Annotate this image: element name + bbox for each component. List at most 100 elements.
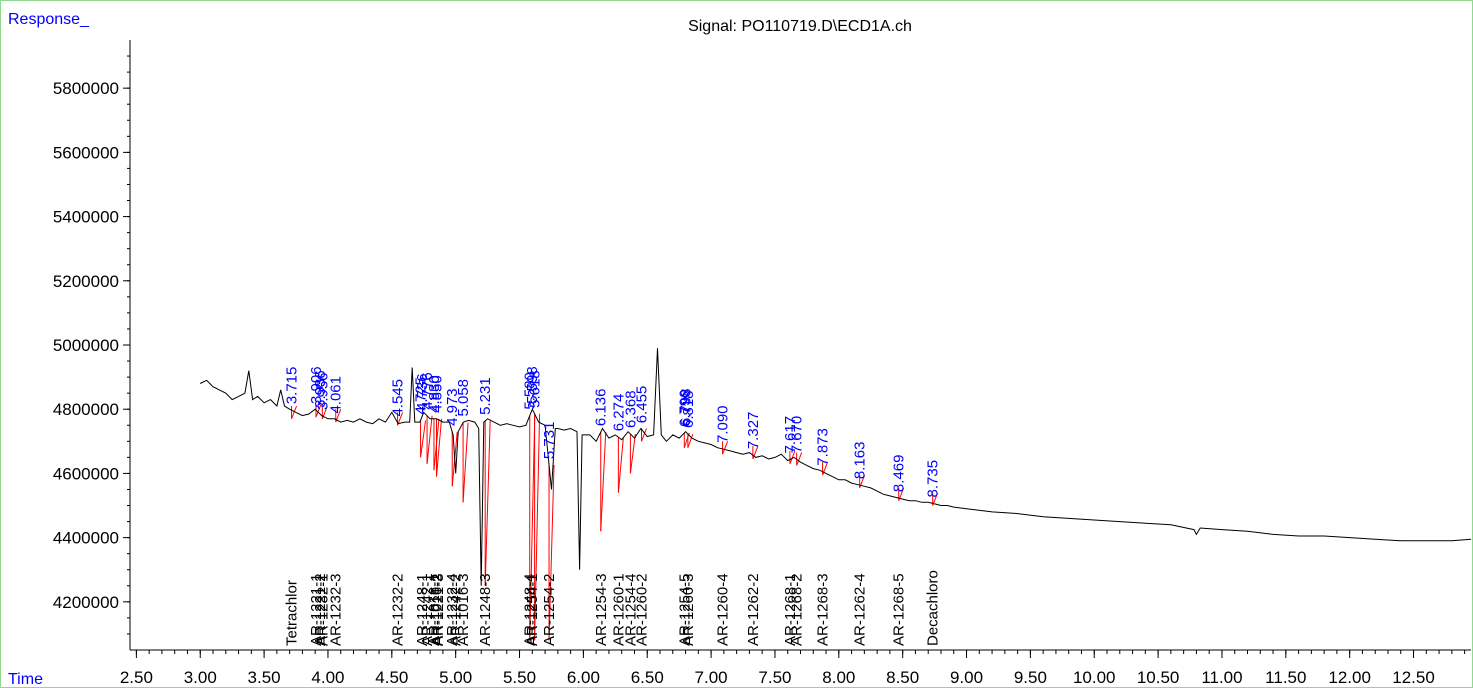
integration-baseline	[291, 405, 298, 420]
retention-time-label: 6.455	[633, 386, 650, 424]
retention-time-label: 4.545	[390, 379, 407, 417]
x-tick-label: 12.50	[1392, 668, 1435, 687]
y-tick-label: 4800000	[53, 400, 119, 419]
retention-time-label: 8.163	[852, 442, 869, 480]
x-tick-label: 6.00	[567, 668, 600, 687]
x-tick-label: 9.00	[950, 668, 983, 687]
x-tick-label: 4.50	[375, 668, 408, 687]
x-tick-label: 7.00	[695, 668, 728, 687]
compound-label: Tetrachlor	[284, 580, 301, 646]
retention-time-label: 6.798	[677, 388, 694, 426]
x-tick-label: 7.50	[758, 668, 791, 687]
integration-baseline	[426, 415, 433, 464]
compound-label: AR-1248-1	[414, 573, 431, 646]
retention-time-label: 5.231	[477, 377, 494, 415]
compound-label: AR-1262-2	[745, 573, 762, 646]
retention-time-label: 7.090	[715, 405, 732, 443]
retention-time-label: 8.735	[925, 460, 942, 498]
retention-time-label: 6.790	[676, 389, 693, 427]
retention-time-label: 7.327	[745, 412, 762, 450]
retention-time-label: 4.850	[429, 375, 446, 413]
integration-baseline	[722, 441, 729, 455]
integration-baseline	[617, 437, 624, 493]
compound-label: AR-1016-1	[426, 573, 443, 646]
x-tick-label: 3.00	[184, 668, 217, 687]
compound-labels: Tetrachlor AR-1221-1AR-1221-2AR-1232-1AR-…	[284, 570, 942, 646]
compound-label: AR-1221-2	[312, 573, 329, 646]
signal-trace	[199, 348, 1472, 586]
retention-time-label: 3.936	[312, 370, 329, 408]
compound-label: AR-1268-3	[815, 573, 832, 646]
compound-label: AR-1254-1	[524, 573, 541, 646]
x-tick-label: 11.00	[1201, 668, 1242, 687]
retention-time-label: 7.873	[815, 428, 832, 466]
compound-label: AR-1254-2	[541, 573, 558, 646]
integration-baseline	[436, 418, 443, 477]
retention-time-label: 3.956	[314, 372, 331, 410]
compound-label: Decachloro	[925, 570, 942, 646]
retention-time-label: 6.136	[593, 389, 610, 427]
x-tick-label: 5.00	[439, 668, 472, 687]
compound-label: AR-1232-2	[390, 573, 407, 646]
retention-time-label: 7.617	[782, 416, 799, 454]
retention-time-label: 4.830	[426, 375, 443, 413]
x-axis-label: Time	[8, 671, 43, 688]
integration-baseline	[548, 465, 555, 641]
y-tick-label: 4400000	[53, 529, 119, 548]
compound-label: AR-1016-3	[455, 573, 472, 646]
compound-label: AR-1248-3	[477, 573, 494, 646]
retention-time-label: 5.058	[455, 379, 472, 417]
integration-baseline	[683, 432, 690, 448]
retention-time-label: 5.598	[524, 366, 541, 404]
y-ticks: 4200000 4400000 4600000 4800000 5000000 52000…	[53, 55, 130, 635]
x-tick-label: 6.50	[631, 668, 664, 687]
x-tick-label: 10.00	[1073, 668, 1116, 687]
integration-baseline	[420, 420, 427, 458]
compound-label: AR-1232-3	[328, 573, 345, 646]
integration-baseline	[687, 433, 694, 448]
retention-time-label: 4.973	[444, 388, 461, 426]
retention-time-label: 5.618	[527, 370, 544, 408]
retention-time-label: 3.906	[308, 366, 325, 404]
compound-label: AR-1268-2	[789, 573, 806, 646]
x-tick-label: 3.50	[248, 668, 281, 687]
compound-label: AR-1260-3	[680, 573, 697, 646]
integration-baseline	[822, 462, 829, 476]
integration-baseline	[641, 428, 647, 442]
compound-label: AR-1254-5	[676, 573, 693, 646]
compound-label: AR-1232-1	[314, 573, 331, 646]
retention-time-label: 7.670	[789, 416, 806, 454]
retention-time-label: 3.715	[284, 367, 301, 405]
y-tick-label: 5400000	[53, 208, 119, 227]
x-tick-label: 11.50	[1265, 668, 1306, 687]
retention-time-label: 4.061	[328, 376, 345, 414]
compound-label: AR-1268-1	[782, 573, 799, 646]
compound-label: AR-1268-5	[891, 573, 908, 646]
y-axis-label: Response_	[8, 11, 90, 28]
retention-time-label: 6.368	[622, 390, 639, 428]
retention-time-label: 8.469	[891, 455, 908, 493]
compound-label: AR-1262-4	[852, 573, 869, 646]
integration-baseline	[796, 452, 803, 466]
x-tick-label: 5.50	[503, 668, 536, 687]
y-tick-label: 5200000	[53, 272, 119, 291]
compound-label: AR-1242-2	[448, 573, 465, 646]
compound-label: AR-1248-4	[522, 573, 539, 646]
y-tick-label: 5800000	[53, 79, 119, 98]
y-tick-label: 4200000	[53, 593, 119, 612]
retention-time-label: 6.818	[680, 390, 697, 428]
chart-title: Signal: PO110719.D\ECD1A.ch	[688, 18, 912, 35]
compound-label: AR-1242-1	[419, 573, 436, 646]
retention-time-label: 4.736	[414, 373, 431, 411]
integration-baseline	[534, 413, 541, 641]
x-tick-label: 10.50	[1137, 668, 1180, 687]
compound-label: AR-1254-4	[622, 573, 639, 646]
retention-time-label: 4.725	[413, 377, 430, 415]
x-ticks: 2.50 3.00 3.50 4.00 4.50 5.00 5.50 6.00 6.50 7.00…	[120, 650, 1466, 687]
integration-baseline	[789, 450, 796, 464]
integration-baseline	[629, 433, 636, 474]
y-tick-label: 5000000	[53, 336, 119, 355]
x-tick-label: 2.50	[120, 668, 153, 687]
